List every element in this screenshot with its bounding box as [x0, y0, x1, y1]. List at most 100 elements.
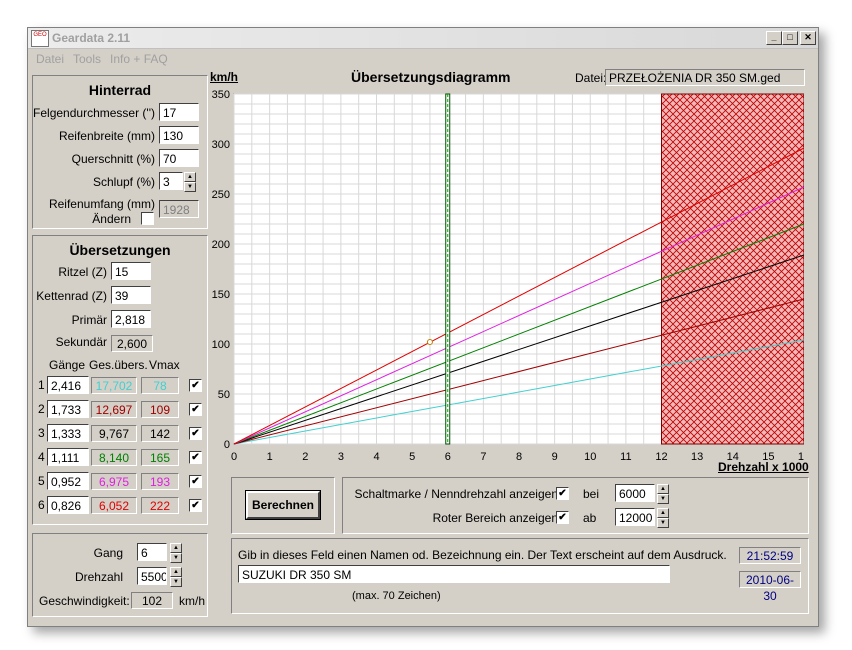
- primaer-label: Primär: [71, 313, 107, 327]
- aendern-checkbox[interactable]: [141, 212, 154, 225]
- geschwindigkeit-value: 102: [131, 592, 173, 609]
- menu-tools[interactable]: Tools: [73, 52, 102, 66]
- x-axis-label: Drehzahl x 1000: [718, 460, 809, 474]
- menu-info-faq[interactable]: Info + FAQ: [110, 52, 168, 66]
- operating-point: [426, 339, 433, 345]
- kettenrad-input[interactable]: 39: [111, 286, 151, 304]
- gear-ratio-input[interactable]: 2,416: [47, 376, 89, 394]
- gear-ratio-input[interactable]: 1,733: [47, 400, 89, 418]
- menu-datei[interactable]: Datei: [36, 52, 65, 66]
- x-tick-label: 4: [373, 451, 379, 463]
- close-button[interactable]: ✕: [800, 31, 816, 45]
- y-axis-ticks: 0 50 100 150 200 250 300 350: [212, 89, 230, 451]
- berechnen-button[interactable]: Berechnen: [245, 490, 321, 520]
- gear-visible-checkbox[interactable]: ✔: [189, 379, 202, 392]
- app-window: GEO Geardata 2.11 _ □ ✕ Datei Tools Info…: [27, 27, 819, 627]
- sekundaer-label: Sekundär: [55, 335, 107, 349]
- gear-visible-checkbox[interactable]: ✔: [189, 475, 202, 488]
- y-tick-label: 0: [224, 439, 230, 451]
- bei-stepper[interactable]: ▲ ▼: [657, 484, 669, 504]
- reifenumfang-input[interactable]: 1928: [159, 200, 199, 218]
- gear-line: [233, 223, 804, 445]
- hinterrad-panel: Hinterrad Felgendurchmesser ('') 17 Reif…: [32, 75, 208, 229]
- gear-number: 4: [38, 450, 45, 464]
- gear-line: [233, 147, 804, 445]
- window-title: Geardata 2.11: [52, 31, 131, 45]
- gear-vmax: 193: [141, 473, 179, 490]
- gang-stepper[interactable]: ▲ ▼: [170, 543, 182, 563]
- gesuebers-header: Ges.übers.: [89, 358, 148, 372]
- y-tick-label: 350: [212, 89, 230, 101]
- primaer-input[interactable]: 2,818: [111, 310, 151, 328]
- x-tick-label: 1: [267, 451, 273, 463]
- x-tick-label: 3: [338, 451, 344, 463]
- app-icon: GEO: [31, 30, 49, 47]
- shift-marker: [426, 93, 451, 445]
- gear-vmax: 222: [141, 497, 179, 514]
- diagram-title: Übersetzungsdiagramm: [351, 69, 511, 85]
- querschnitt-label: Querschnitt (%): [71, 152, 155, 166]
- querschnitt-input[interactable]: 70: [159, 149, 199, 167]
- reifenbreite-label: Reifenbreite (mm): [58, 129, 155, 143]
- gear-total-ratio: 9,767: [91, 425, 137, 442]
- reifenumfang-label: Reifenumfang (mm): [48, 197, 155, 211]
- minimize-button[interactable]: _: [766, 31, 782, 45]
- gear-number: 1: [38, 378, 45, 392]
- gear-total-ratio: 6,052: [91, 497, 137, 514]
- bei-input[interactable]: 6000: [615, 484, 655, 502]
- felgendurchmesser-input[interactable]: 17: [159, 103, 199, 121]
- gang-input[interactable]: 6: [137, 543, 167, 561]
- footer-panel: Gib in dieses Feld einen Namen od. Bezei…: [231, 538, 809, 614]
- title-bar: GEO Geardata 2.11 _ □ ✕: [28, 28, 818, 49]
- gear-visible-checkbox[interactable]: ✔: [189, 427, 202, 440]
- maximize-button[interactable]: □: [782, 31, 798, 45]
- schaltmarke-checkbox[interactable]: ✔: [556, 487, 569, 500]
- gear-vmax: 142: [141, 425, 179, 442]
- gear-number: 3: [38, 426, 45, 440]
- menu-bar: Datei Tools Info + FAQ: [28, 49, 818, 67]
- gear-lines: [233, 147, 804, 445]
- aendern-label: Ändern: [92, 212, 131, 226]
- gear-number: 2: [38, 402, 45, 416]
- schlupf-stepper[interactable]: ▲ ▼: [184, 172, 196, 192]
- x-tick-label: 0: [231, 451, 237, 463]
- red-zone-area: [661, 93, 804, 445]
- gear-number: 6: [38, 498, 45, 512]
- gear-visible-checkbox[interactable]: ✔: [189, 403, 202, 416]
- ritzel-input[interactable]: 15: [111, 262, 151, 280]
- gear-total-ratio: 17,702: [91, 377, 137, 394]
- y-tick-label: 100: [212, 339, 230, 351]
- y-tick-label: 300: [212, 139, 230, 151]
- schlupf-input[interactable]: 3: [159, 172, 183, 190]
- gang-panel: Gang 6 ▲ ▼ Drehzahl 5500 ▲ ▼ Geschwindigke…: [32, 533, 208, 617]
- roter-bereich-checkbox[interactable]: ✔: [556, 511, 569, 524]
- x-tick-label: 16: [798, 451, 804, 463]
- ab-input[interactable]: 12000: [615, 508, 655, 526]
- gear-ratio-input[interactable]: 1,333: [47, 424, 89, 442]
- gear-chart: 012345678910111213141516 050100150200250…: [212, 89, 804, 463]
- y-tick-label: 200: [212, 239, 230, 251]
- gear-ratio-input[interactable]: 1,111: [47, 448, 89, 466]
- gear-visible-checkbox[interactable]: ✔: [189, 451, 202, 464]
- name-input[interactable]: SUZUKI DR 350 SM: [238, 565, 670, 583]
- sekundaer-value: 2,600: [111, 335, 153, 352]
- gear-vmax: 165: [141, 449, 179, 466]
- datei-label: Datei:: [575, 71, 607, 85]
- schlupf-label: Schlupf (%): [92, 175, 155, 189]
- gear-ratio-input[interactable]: 0,952: [47, 472, 89, 490]
- gear-ratio-input[interactable]: 0,826: [47, 496, 89, 514]
- schaltmarke-label: Schaltmarke / Nenndrehzahl anzeigen: [354, 487, 558, 501]
- gear-vmax: 78: [141, 377, 179, 394]
- red-zone: [661, 93, 804, 445]
- ab-stepper[interactable]: ▲ ▼: [657, 508, 669, 528]
- reifenbreite-input[interactable]: 130: [159, 126, 199, 144]
- uebersetzungen-title: Übersetzungen: [69, 242, 171, 258]
- y-tick-label: 250: [212, 189, 230, 201]
- gear-line: [233, 254, 804, 445]
- gear-visible-checkbox[interactable]: ✔: [189, 499, 202, 512]
- x-tick-label: 12: [655, 451, 667, 463]
- speed-unit: km/h: [179, 594, 206, 608]
- drehzahl-input[interactable]: 5500: [137, 567, 167, 585]
- x-tick-label: 11: [620, 451, 631, 463]
- drehzahl-stepper[interactable]: ▲ ▼: [170, 567, 182, 587]
